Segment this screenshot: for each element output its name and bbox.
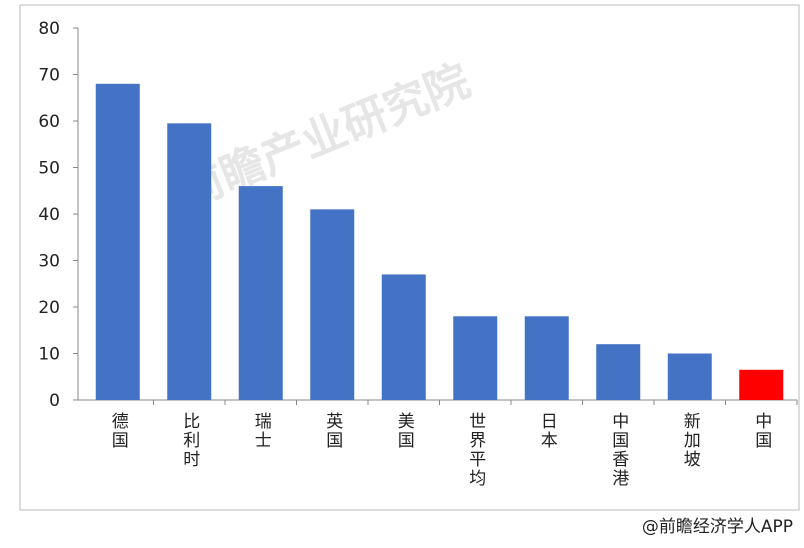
y-tick-label: 60 <box>38 112 60 132</box>
bar <box>381 274 426 400</box>
y-tick-label: 40 <box>38 205 60 225</box>
bar <box>667 353 712 400</box>
x-tick-label: 英国 <box>322 412 343 450</box>
bar <box>453 316 498 400</box>
bar <box>596 344 641 400</box>
x-tick-label: 比利时 <box>179 412 200 469</box>
source: @前瞻经济学人APP <box>642 517 793 537</box>
bar <box>238 186 283 400</box>
bar <box>524 316 569 400</box>
x-tick-label: 美国 <box>394 412 415 450</box>
bar <box>95 83 140 401</box>
x-tick-label: 中国香港 <box>608 412 629 488</box>
y-tick-label: 20 <box>38 298 60 318</box>
x-tick-label: 德国 <box>108 412 129 450</box>
y-tick-label: 80 <box>38 19 60 39</box>
y-tick-label: 10 <box>38 345 60 365</box>
x-tick-label: 日本 <box>537 412 558 450</box>
x-tick-label: 瑞士 <box>251 412 272 450</box>
x-tick-label: 新加坡 <box>680 412 701 469</box>
bar <box>310 209 355 400</box>
x-tick-label: 中国 <box>751 412 771 450</box>
y-tick-label: 70 <box>38 66 60 86</box>
bar <box>739 369 784 400</box>
chart-frame <box>19 4 800 511</box>
y-tick-label: 30 <box>38 252 60 272</box>
y-tick-label: 0 <box>49 391 60 411</box>
x-tick-label: 世界平均 <box>465 412 486 488</box>
bar <box>167 123 212 400</box>
y-tick-label: 50 <box>38 159 60 179</box>
